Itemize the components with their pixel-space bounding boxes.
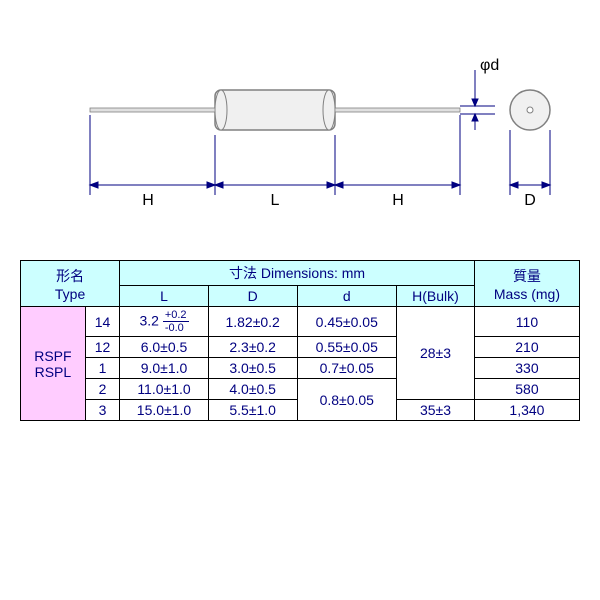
cell-D: 2.3±0.2: [208, 337, 297, 358]
label-H1: H: [142, 192, 154, 209]
dimensions-table: 形名 Type 寸法 Dimensions: mm 質量 Mass (mg) L…: [20, 260, 580, 421]
cell-L: 11.0±1.0: [120, 379, 209, 400]
cell-code: 14: [85, 307, 119, 337]
dim-phi-d: [460, 70, 495, 130]
hdr-dims: 寸法 Dimensions: mm: [120, 261, 475, 286]
table-row: 12 6.0±0.5 2.3±0.2 0.55±0.05 210: [21, 337, 580, 358]
l-tol-bot: -0.0: [163, 322, 189, 334]
cell-L: 15.0±1.0: [120, 400, 209, 421]
dimension-diagram: φd H L H D: [0, 0, 600, 260]
table-row: RSPF RSPL 14 3.2 +0.2 -0.0 1.82±0.2 0.45…: [21, 307, 580, 337]
cell-H: 28±3: [397, 307, 475, 400]
hdr-mass-jp: 質量: [513, 268, 541, 284]
hdr-type: 形名 Type: [21, 261, 120, 307]
cell-code: 1: [85, 358, 119, 379]
lead-left: [90, 108, 215, 112]
cell-D: 5.5±1.0: [208, 400, 297, 421]
hdr-D: D: [208, 286, 297, 307]
cell-d: 0.45±0.05: [297, 307, 397, 337]
label-H2: H: [392, 192, 404, 209]
table-row: 2 11.0±1.0 4.0±0.5 0.8±0.05 580: [21, 379, 580, 400]
lead-right: [335, 108, 460, 112]
cell-D: 4.0±0.5: [208, 379, 297, 400]
hdr-d: d: [297, 286, 397, 307]
resistor-body: [215, 90, 335, 130]
cell-L: 3.2 +0.2 -0.0: [120, 307, 209, 337]
l-tol-top: +0.2: [163, 309, 189, 322]
cell-L: 6.0±0.5: [120, 337, 209, 358]
type-label: RSPF RSPL: [21, 307, 86, 421]
cell-code: 12: [85, 337, 119, 358]
table-row: 1 9.0±1.0 3.0±0.5 0.7±0.05 330: [21, 358, 580, 379]
cell-d: 0.55±0.05: [297, 337, 397, 358]
cell-L: 9.0±1.0: [120, 358, 209, 379]
cell-D: 1.82±0.2: [208, 307, 297, 337]
end-view-circle: [510, 90, 550, 130]
cell-mass: 1,340: [474, 400, 579, 421]
cell-mass: 110: [474, 307, 579, 337]
l-base: 3.2: [139, 312, 158, 328]
label-D: D: [524, 192, 536, 209]
cell-d: 0.8±0.05: [297, 379, 397, 421]
label-phi-d: φd: [480, 57, 499, 74]
label-L: L: [271, 192, 280, 209]
cell-H: 35±3: [397, 400, 475, 421]
hdr-type-jp: 形名: [56, 268, 84, 284]
hdr-mass: 質量 Mass (mg): [474, 261, 579, 307]
cell-mass: 210: [474, 337, 579, 358]
cell-D: 3.0±0.5: [208, 358, 297, 379]
hdr-type-en: Type: [55, 286, 85, 302]
cell-mass: 580: [474, 379, 579, 400]
cell-code: 3: [85, 400, 119, 421]
cell-d: 0.7±0.05: [297, 358, 397, 379]
cell-code: 2: [85, 379, 119, 400]
cell-mass: 330: [474, 358, 579, 379]
hdr-HBulk: H(Bulk): [397, 286, 475, 307]
hdr-L: L: [120, 286, 209, 307]
hdr-mass-en: Mass (mg): [494, 286, 560, 302]
dim-arrows: [90, 182, 550, 188]
